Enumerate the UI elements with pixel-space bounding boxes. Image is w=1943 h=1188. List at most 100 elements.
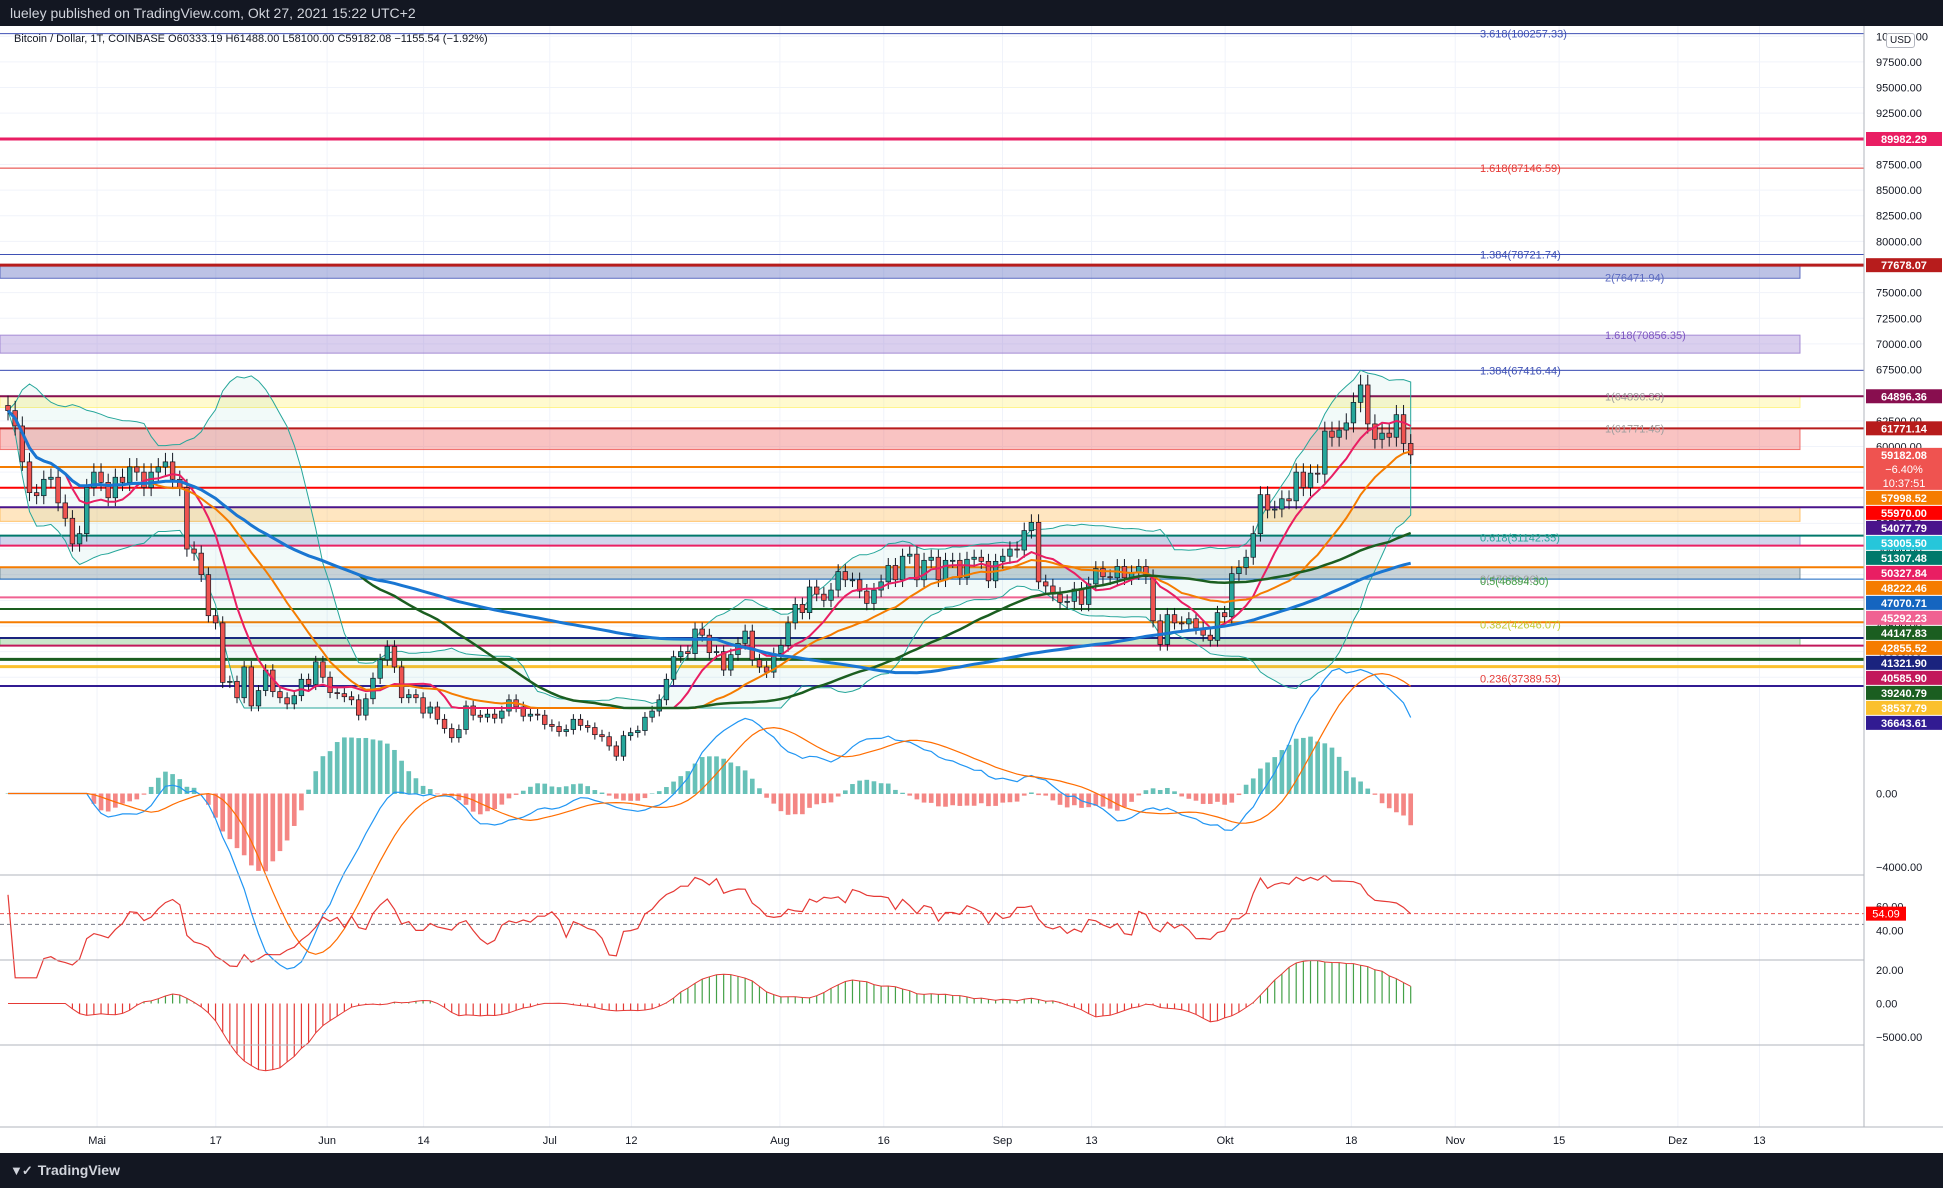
macd-histogram-bar (406, 771, 412, 794)
candle-down (413, 694, 419, 699)
candle-down (420, 697, 426, 714)
tradingview-brand: TradingView (37, 1162, 120, 1178)
candle-down (1100, 568, 1106, 578)
macd-histogram-bar (342, 737, 347, 794)
candle-up (1279, 498, 1285, 510)
macd-histogram-bar (914, 793, 920, 800)
price-badge-label: 57998.52 (1881, 493, 1927, 505)
macd-histogram-bar (1057, 793, 1063, 805)
macd-histogram-bar (1279, 750, 1285, 794)
candle-up (384, 646, 390, 661)
macd-histogram-bar (427, 789, 433, 794)
level-label: 1.618(87146.59) (1480, 163, 1561, 175)
macd-histogram-bar (606, 793, 612, 796)
candle-up (713, 651, 720, 653)
candle-up (642, 716, 648, 731)
candle-up (1393, 414, 1400, 438)
candle-down (1365, 384, 1371, 425)
candle-up (921, 559, 927, 581)
candle-down (1386, 432, 1392, 438)
candle-down (441, 718, 448, 729)
fib-label: 1.618(70856.35) (1605, 330, 1686, 342)
candle-up (91, 471, 97, 488)
candle-up (499, 710, 505, 719)
macd-histogram-bar (220, 793, 226, 832)
macd-histogram-bar (113, 793, 118, 808)
macd-histogram-bar (563, 786, 569, 794)
candle-down (842, 571, 849, 581)
macd-histogram-bar (936, 793, 941, 807)
macd-histogram-bar (1272, 757, 1278, 794)
price-chart[interactable]: 3.618(100257.33) 1.618(87146.59) 1.384(787… (0, 26, 1943, 1153)
macd-histogram-bar (377, 740, 383, 794)
candle-up (828, 589, 834, 601)
price-tick-label: 75000.00 (1876, 288, 1922, 300)
time-tick-label: 17 (210, 1135, 222, 1147)
candle-up (1257, 494, 1264, 535)
candle-up (778, 645, 784, 654)
price-badge (1866, 565, 1942, 580)
candle-down (320, 661, 326, 678)
macd-signal-line (8, 672, 1412, 955)
price-badge (1866, 685, 1942, 700)
macd-histogram-bar (1014, 793, 1020, 802)
axes (0, 26, 1943, 1128)
tradingview-logo[interactable]: ▼✓ TradingView (10, 1162, 120, 1179)
macd-histogram-bar (1150, 788, 1156, 794)
macd-histogram-bar (835, 793, 841, 797)
macd-histogram-bar (1386, 793, 1392, 809)
fib-label: 0.618(51142.35) (1480, 532, 1560, 544)
candle-up (1357, 384, 1364, 403)
candle-down (477, 714, 484, 718)
candle-down (1107, 576, 1113, 579)
macd-histogram-bar (241, 793, 247, 856)
candle-down (520, 706, 526, 717)
macd-histogram-bar (578, 783, 583, 794)
macd-histogram-bar (1064, 793, 1070, 808)
candle-up (570, 718, 577, 730)
macd-histogram-bar (742, 770, 748, 794)
macd-histogram-bar (1336, 756, 1342, 794)
candle-up (363, 698, 369, 716)
candle-up (1272, 508, 1278, 511)
candle-down (1264, 494, 1271, 511)
macd-histogram-bar (821, 793, 827, 804)
price-badge (1866, 490, 1942, 505)
macd-histogram-bar (1243, 784, 1249, 794)
macd-histogram-bar (399, 760, 404, 794)
currency-badge[interactable]: USD (1886, 33, 1916, 48)
time-tick-label: 13 (1085, 1135, 1097, 1147)
candle-up (1307, 472, 1314, 488)
macd-histogram-bar (556, 787, 562, 794)
candle-down (212, 615, 219, 624)
candle-down (277, 691, 283, 699)
macd-histogram-bar (1343, 770, 1349, 794)
price-tick-label: 70000.00 (1876, 339, 1922, 351)
candle-up (792, 604, 798, 624)
fib-label: 2(76471.94) (1605, 273, 1664, 285)
candle-up (563, 729, 569, 732)
time-tick-label: Dez (1668, 1135, 1688, 1147)
time-tick-label: 18 (1345, 1135, 1357, 1147)
candle-down (534, 713, 541, 716)
candle-up (427, 706, 433, 714)
price-badge-label: 61771.14 (1881, 423, 1928, 435)
macd-histogram-bar (735, 766, 741, 794)
macd-histogram-bar (327, 751, 333, 794)
macd-histogram-bar (170, 774, 175, 794)
macd-histogram-bar (313, 771, 319, 794)
candle-up (656, 699, 662, 712)
candle-up (942, 559, 949, 581)
price-tick-label: 82500.00 (1876, 211, 1922, 223)
macd-histogram-bar (1315, 741, 1320, 794)
macd-histogram-bar (1215, 793, 1220, 802)
candle-up (1064, 600, 1070, 603)
macd-histogram-bar (420, 785, 426, 794)
candle-down (1193, 618, 1199, 629)
macd-histogram-bar (771, 793, 777, 804)
price-badge-label: 77678.07 (1881, 260, 1927, 272)
macd-histogram-bar (1157, 789, 1163, 794)
level-label: 3.618(100257.33) (1480, 29, 1567, 41)
price-tick-label: 80000.00 (1876, 236, 1922, 248)
candle-up (1229, 573, 1235, 618)
